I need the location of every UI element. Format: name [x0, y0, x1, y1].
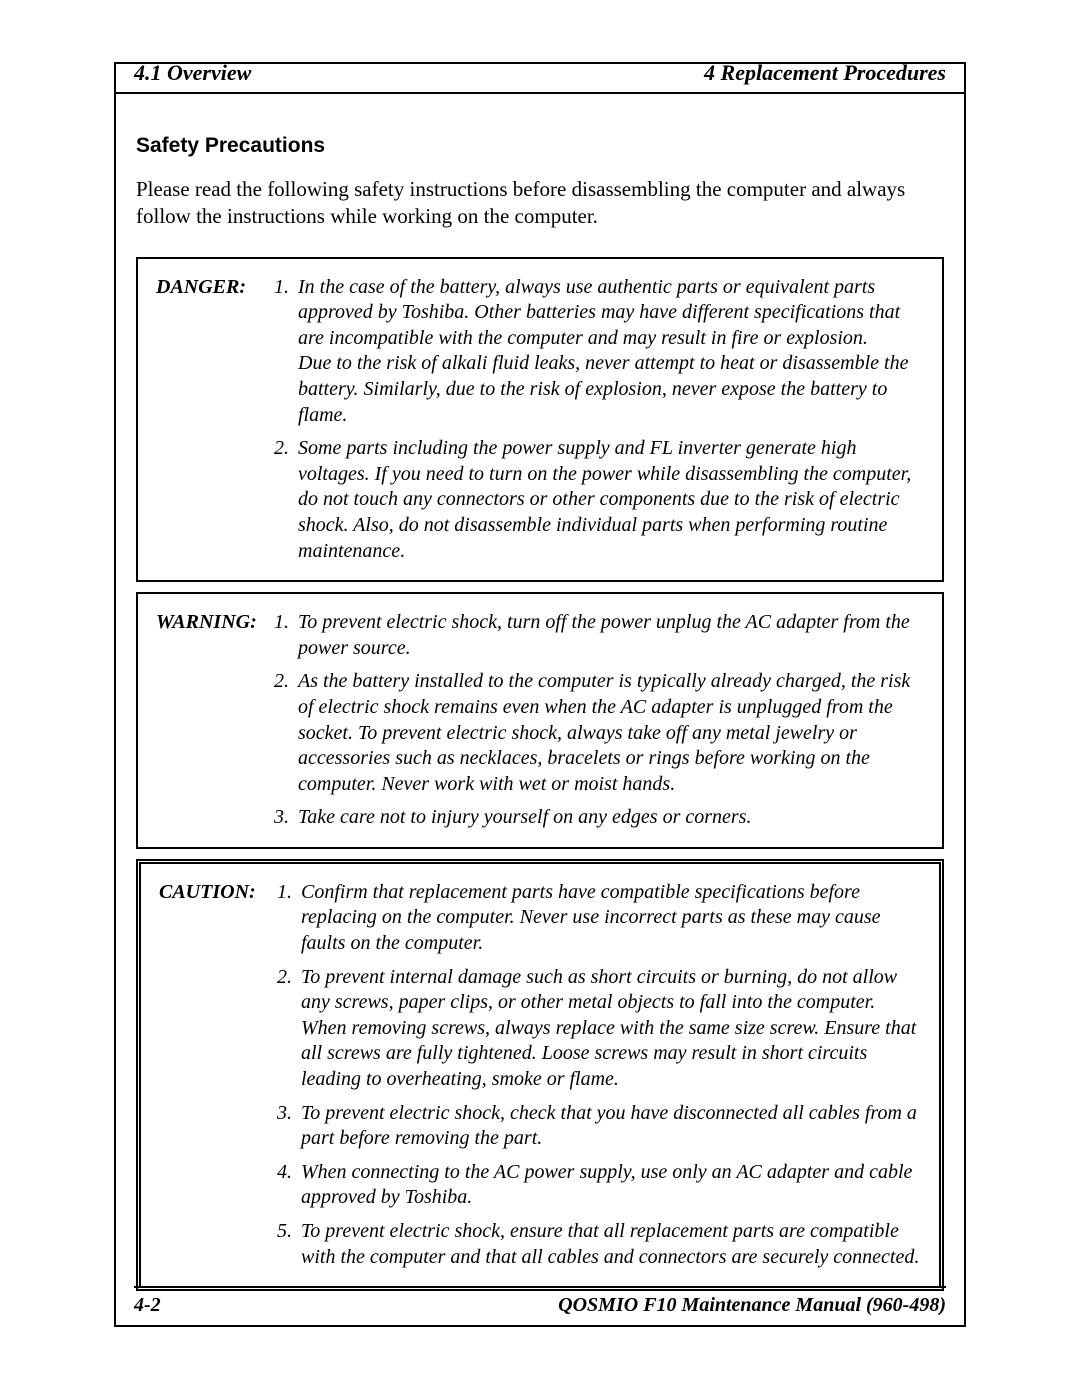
- safety-box-item: 2.Some parts including the power supply …: [274, 436, 924, 564]
- page-frame: 4.1 Overview 4 Replacement Procedures Sa…: [114, 62, 966, 1327]
- safety-box-item: 4.When connecting to the AC power supply…: [277, 1160, 921, 1211]
- safety-box-item: 3.Take care not to injury yourself on an…: [274, 805, 924, 831]
- safety-box-item: 1.To prevent electric shock, turn off th…: [274, 610, 924, 661]
- header-right: 4 Replacement Procedures: [704, 60, 946, 86]
- item-number: 4.: [277, 1160, 301, 1211]
- safety-box-item: 1.Confirm that replacement parts have co…: [277, 880, 921, 957]
- item-number: 5.: [277, 1219, 301, 1270]
- item-text: To prevent electric shock, ensure that a…: [301, 1219, 921, 1270]
- safety-box-item: 3.To prevent electric shock, check that …: [277, 1101, 921, 1152]
- safety-box-items: 1.Confirm that replacement parts have co…: [277, 880, 921, 1270]
- page-content: Safety Precautions Please read the follo…: [116, 94, 964, 1321]
- item-number: 2.: [274, 669, 298, 797]
- safety-box-label: WARNING:: [156, 610, 274, 634]
- item-text: As the battery installed to the computer…: [298, 669, 924, 797]
- page-header: 4.1 Overview 4 Replacement Procedures: [116, 60, 964, 94]
- item-number: 2.: [277, 965, 301, 1093]
- item-text: In the case of the battery, always use a…: [298, 275, 924, 429]
- item-number: 1.: [274, 610, 298, 661]
- item-number: 2.: [274, 436, 298, 564]
- item-number: 3.: [277, 1101, 301, 1152]
- footer-page-number: 4-2: [134, 1294, 161, 1317]
- safety-boxes: DANGER:1.In the case of the battery, alw…: [136, 257, 944, 1292]
- safety-box-item: 2.To prevent internal damage such as sho…: [277, 965, 921, 1093]
- item-text: Take care not to injury yourself on any …: [298, 805, 924, 831]
- item-number: 3.: [274, 805, 298, 831]
- header-left: 4.1 Overview: [134, 60, 251, 86]
- safety-box-items: 1.To prevent electric shock, turn off th…: [274, 610, 924, 831]
- safety-box-label: DANGER:: [156, 275, 274, 299]
- intro-text: Please read the following safety instruc…: [136, 176, 944, 231]
- page-footer: 4-2 QOSMIO F10 Maintenance Manual (960-4…: [134, 1286, 946, 1317]
- safety-box: WARNING:1.To prevent electric shock, tur…: [136, 592, 944, 849]
- item-number: 1.: [274, 275, 298, 429]
- item-text: Some parts including the power supply an…: [298, 436, 924, 564]
- item-extra-text: Due to the risk of alkali fluid leaks, n…: [298, 351, 924, 428]
- safety-box-label: CAUTION:: [159, 880, 277, 904]
- safety-box: CAUTION:1.Confirm that replacement parts…: [136, 859, 944, 1291]
- item-number: 1.: [277, 880, 301, 957]
- safety-box-item: 5.To prevent electric shock, ensure that…: [277, 1219, 921, 1270]
- item-text: When connecting to the AC power supply, …: [301, 1160, 921, 1211]
- safety-box: DANGER:1.In the case of the battery, alw…: [136, 257, 944, 583]
- item-text: Confirm that replacement parts have comp…: [301, 880, 921, 957]
- section-heading: Safety Precautions: [136, 134, 944, 158]
- item-text: To prevent internal damage such as short…: [301, 965, 921, 1093]
- safety-box-item: 2.As the battery installed to the comput…: [274, 669, 924, 797]
- footer-manual-title: QOSMIO F10 Maintenance Manual (960-498): [558, 1294, 946, 1317]
- item-text: To prevent electric shock, turn off the …: [298, 610, 924, 661]
- safety-box-item: 1.In the case of the battery, always use…: [274, 275, 924, 429]
- safety-box-items: 1.In the case of the battery, always use…: [274, 275, 924, 565]
- item-text: To prevent electric shock, check that yo…: [301, 1101, 921, 1152]
